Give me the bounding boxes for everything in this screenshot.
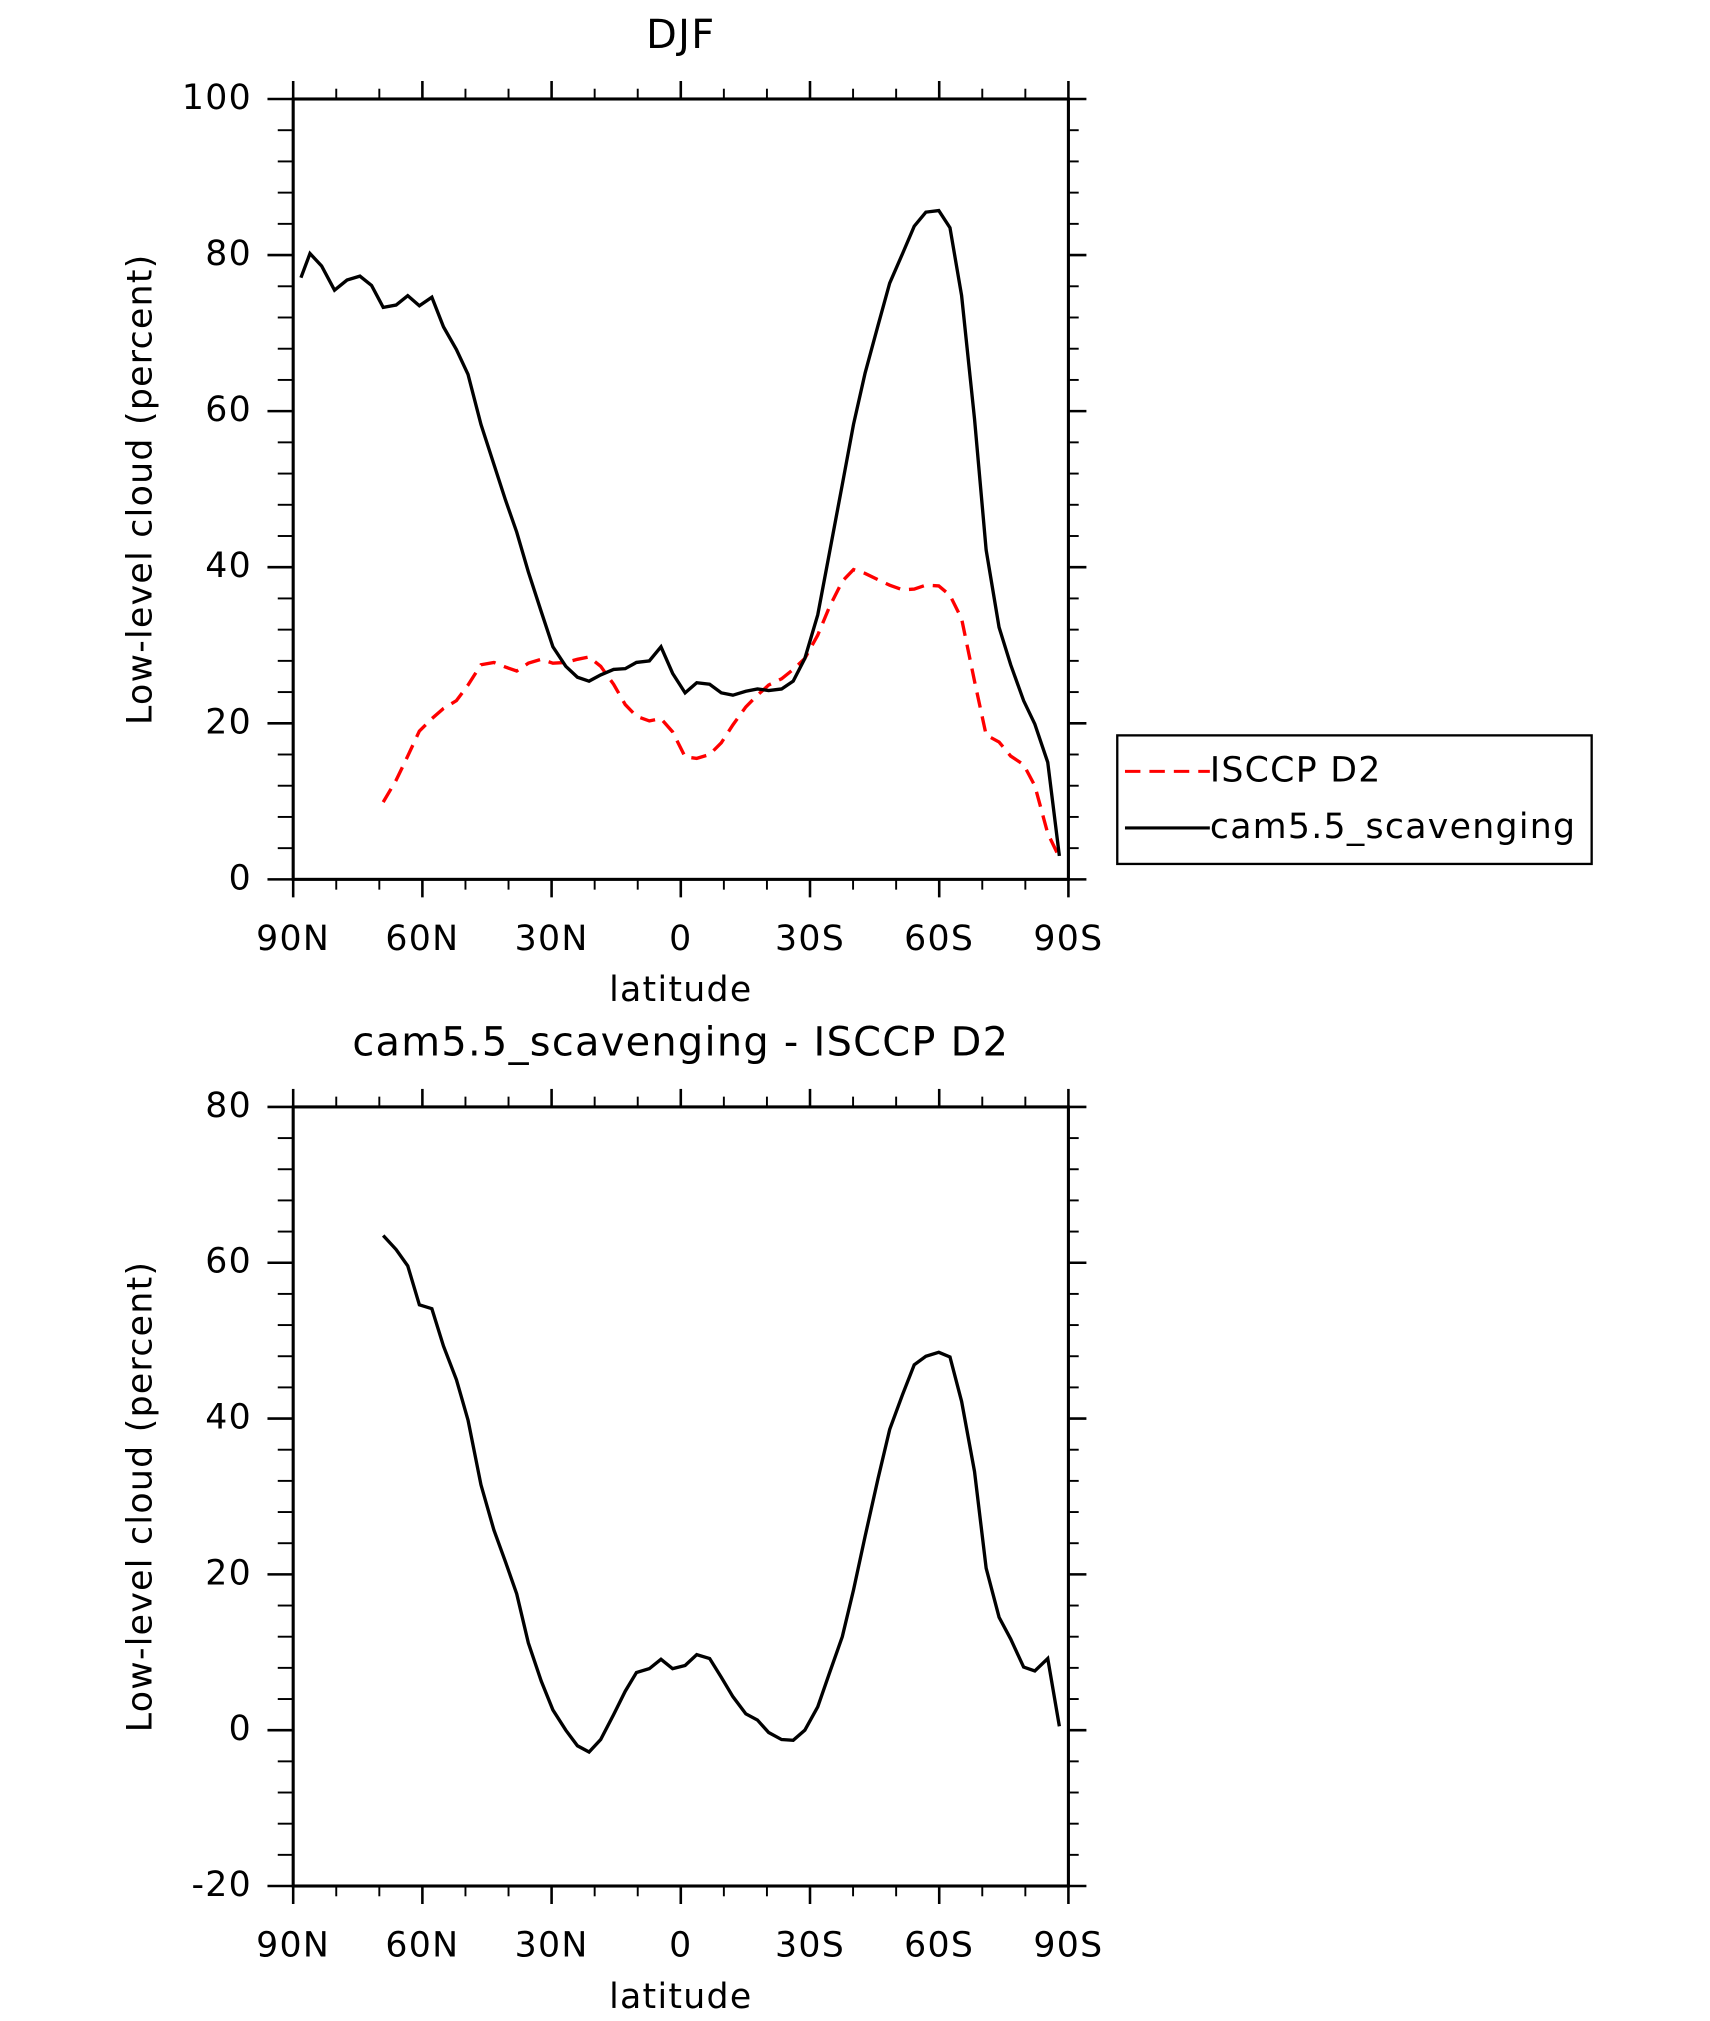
- y-tick-label: 60: [205, 390, 252, 430]
- y-tick-label: 20: [205, 1553, 252, 1593]
- y-tick-label: 60: [205, 1242, 252, 1282]
- x-tick-label: 60N: [385, 1925, 459, 1965]
- x-axis-label: latitude: [609, 1977, 752, 2017]
- x-tick-label: 60S: [904, 919, 974, 959]
- x-tick-label: 90S: [1033, 1925, 1103, 1965]
- legend-label: ISCCP D2: [1210, 750, 1382, 790]
- y-tick-label: 80: [205, 1086, 252, 1126]
- y-axis-label: Low-level cloud (percent): [120, 1261, 160, 1733]
- y-tick-label: 80: [205, 234, 252, 274]
- y-tick-label: -20: [191, 1865, 252, 1905]
- y-axis-label: Low-level cloud (percent): [120, 253, 160, 725]
- chart-title: DJF: [646, 12, 715, 58]
- x-tick-label: 60S: [904, 1925, 974, 1965]
- x-tick-label: 0: [669, 919, 692, 959]
- x-tick-label: 30S: [775, 919, 845, 959]
- data-line: [299, 208, 1062, 857]
- x-tick-label: 90N: [256, 1925, 330, 1965]
- x-tick-label: 60N: [385, 919, 459, 959]
- x-axis-label: latitude: [609, 970, 752, 1010]
- data-line: [381, 567, 1061, 859]
- x-tick-label: 30S: [775, 1925, 845, 1965]
- chart-title: cam5.5_scavenging - ISCCP D2: [352, 1020, 1009, 1066]
- x-tick-label: 0: [669, 1925, 692, 1965]
- legend-label: cam5.5_scavenging: [1210, 807, 1577, 847]
- legend-box: [1116, 734, 1593, 866]
- x-tick-label: 90S: [1033, 919, 1103, 959]
- y-tick-label: 0: [229, 1709, 252, 1749]
- x-tick-label: 30N: [515, 1925, 589, 1965]
- y-tick-label: 100: [182, 78, 252, 118]
- y-tick-label: 0: [229, 858, 252, 898]
- y-tick-label: 40: [205, 546, 252, 586]
- y-tick-label: 20: [205, 702, 252, 742]
- x-tick-label: 90N: [256, 919, 330, 959]
- plot-frame: [291, 1105, 1070, 1888]
- data-line: [381, 1234, 1062, 1755]
- y-tick-label: 40: [205, 1398, 252, 1438]
- plot-frame: [291, 97, 1070, 881]
- x-tick-label: 30N: [515, 919, 589, 959]
